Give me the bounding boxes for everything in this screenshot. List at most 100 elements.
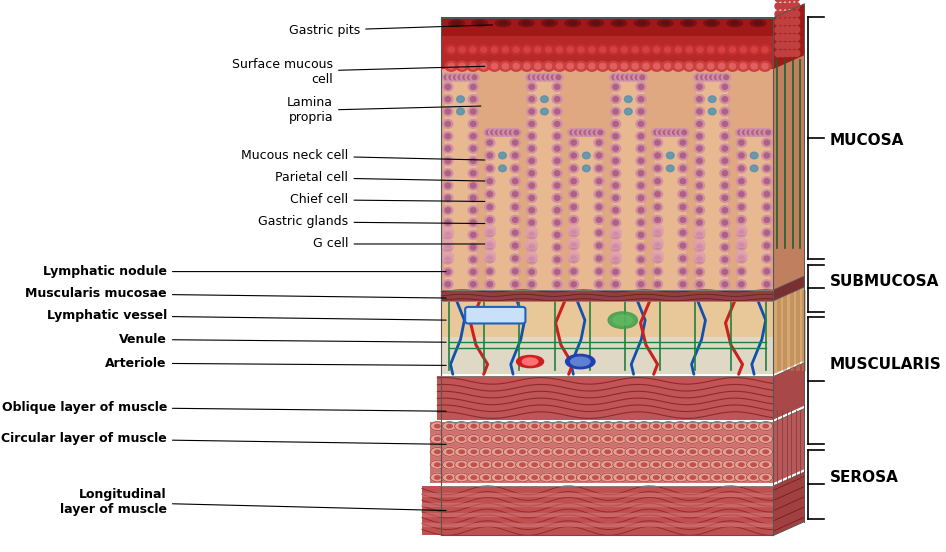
Ellipse shape: [533, 75, 537, 79]
FancyBboxPatch shape: [655, 132, 686, 293]
Ellipse shape: [678, 177, 688, 185]
Ellipse shape: [710, 75, 714, 79]
Ellipse shape: [471, 476, 477, 479]
Ellipse shape: [455, 422, 468, 431]
Ellipse shape: [737, 61, 749, 71]
Ellipse shape: [736, 238, 747, 248]
Polygon shape: [774, 276, 804, 301]
Ellipse shape: [552, 473, 566, 482]
Ellipse shape: [446, 220, 450, 225]
Ellipse shape: [552, 231, 562, 240]
Ellipse shape: [705, 45, 717, 55]
Ellipse shape: [690, 437, 695, 440]
Ellipse shape: [610, 95, 621, 104]
Ellipse shape: [654, 130, 658, 135]
Ellipse shape: [722, 473, 736, 482]
Ellipse shape: [674, 460, 688, 469]
Ellipse shape: [443, 132, 453, 141]
Ellipse shape: [470, 84, 476, 89]
Ellipse shape: [740, 47, 746, 52]
Ellipse shape: [775, 3, 781, 9]
Ellipse shape: [542, 75, 547, 79]
Ellipse shape: [596, 192, 602, 197]
Ellipse shape: [613, 460, 626, 469]
Ellipse shape: [527, 280, 536, 289]
Ellipse shape: [666, 152, 674, 159]
Ellipse shape: [697, 269, 702, 274]
Text: Gastric pits: Gastric pits: [289, 24, 493, 37]
Ellipse shape: [639, 208, 643, 213]
Ellipse shape: [552, 169, 562, 178]
Ellipse shape: [722, 232, 727, 237]
Ellipse shape: [484, 280, 495, 289]
Ellipse shape: [762, 63, 768, 69]
Ellipse shape: [632, 47, 639, 52]
Ellipse shape: [610, 119, 621, 128]
Ellipse shape: [653, 190, 662, 199]
Ellipse shape: [607, 61, 620, 71]
Ellipse shape: [636, 95, 646, 104]
Ellipse shape: [467, 447, 481, 456]
Ellipse shape: [569, 177, 579, 185]
Ellipse shape: [655, 217, 660, 222]
Ellipse shape: [614, 73, 623, 81]
Ellipse shape: [678, 463, 683, 466]
Ellipse shape: [680, 140, 686, 145]
Ellipse shape: [443, 82, 453, 91]
Ellipse shape: [471, 437, 477, 440]
Ellipse shape: [720, 194, 730, 203]
Ellipse shape: [610, 144, 621, 153]
Text: Lymphatic vessel: Lymphatic vessel: [46, 309, 447, 322]
Ellipse shape: [478, 45, 490, 55]
Ellipse shape: [569, 138, 579, 147]
Ellipse shape: [708, 73, 717, 81]
Ellipse shape: [678, 241, 688, 250]
Ellipse shape: [674, 422, 688, 431]
Ellipse shape: [592, 22, 600, 25]
Ellipse shape: [466, 61, 479, 71]
Ellipse shape: [610, 252, 622, 262]
Ellipse shape: [720, 231, 730, 240]
Ellipse shape: [619, 73, 628, 81]
Ellipse shape: [576, 473, 590, 482]
Ellipse shape: [513, 63, 519, 69]
Ellipse shape: [570, 130, 575, 135]
Ellipse shape: [528, 434, 542, 443]
Ellipse shape: [461, 73, 470, 81]
Ellipse shape: [720, 144, 730, 153]
Ellipse shape: [754, 22, 762, 25]
Ellipse shape: [484, 215, 495, 224]
Ellipse shape: [775, 0, 781, 2]
Ellipse shape: [610, 243, 621, 252]
Ellipse shape: [470, 208, 476, 213]
Ellipse shape: [666, 129, 674, 136]
Ellipse shape: [594, 164, 604, 173]
Ellipse shape: [720, 156, 730, 165]
Ellipse shape: [722, 422, 736, 431]
Ellipse shape: [554, 121, 560, 126]
Ellipse shape: [694, 268, 705, 277]
Ellipse shape: [597, 61, 609, 71]
Ellipse shape: [596, 205, 602, 209]
Ellipse shape: [470, 134, 476, 139]
Ellipse shape: [479, 434, 493, 443]
Ellipse shape: [430, 422, 445, 431]
Ellipse shape: [503, 422, 517, 431]
Ellipse shape: [499, 22, 507, 25]
Ellipse shape: [540, 447, 553, 456]
Ellipse shape: [762, 190, 772, 199]
Ellipse shape: [739, 437, 745, 440]
Ellipse shape: [617, 450, 622, 454]
Ellipse shape: [518, 20, 534, 26]
Ellipse shape: [661, 22, 669, 25]
Ellipse shape: [693, 61, 707, 71]
Ellipse shape: [540, 108, 549, 115]
Ellipse shape: [513, 47, 519, 52]
Ellipse shape: [697, 282, 702, 287]
Ellipse shape: [594, 151, 604, 160]
Ellipse shape: [736, 164, 746, 173]
Ellipse shape: [502, 63, 508, 69]
Ellipse shape: [596, 230, 602, 235]
Ellipse shape: [784, 42, 791, 49]
Ellipse shape: [529, 171, 534, 176]
